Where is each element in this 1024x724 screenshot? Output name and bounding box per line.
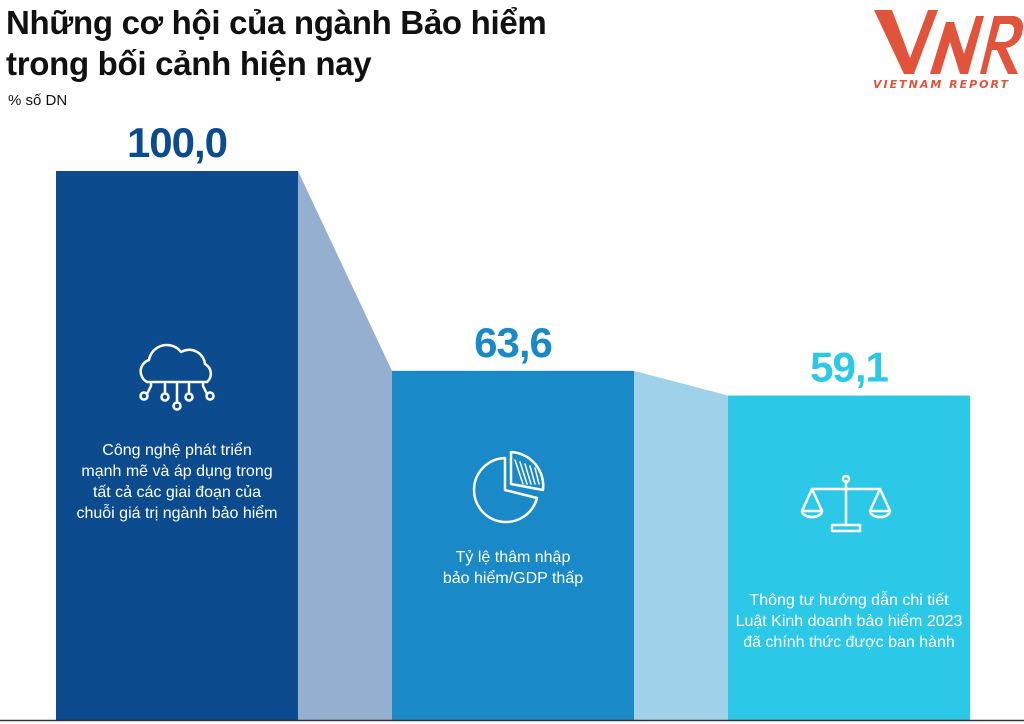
bar-description-line: mạnh mẽ và áp dụng trong — [81, 463, 273, 480]
connector-1 — [298, 171, 392, 720]
vnr-logo-text: VIETNAM REPORT — [873, 78, 1010, 91]
vnr-logo — [874, 10, 1023, 74]
bar-description-line: Tỷ lệ thâm nhập — [455, 549, 571, 566]
pie-chart-icon — [472, 450, 545, 524]
cloud-network-icon — [139, 343, 215, 411]
bar-description-line: chuỗi giá trị ngành bảo hiểm — [76, 505, 278, 522]
bar-description-1: Công nghệ phát triển mạnh mẽ và áp dụng t… — [56, 440, 298, 524]
value-label-3: 59,1 — [810, 344, 888, 391]
bar-2 — [392, 370, 634, 720]
unit-label: % số DN — [8, 92, 68, 109]
value-label-2: 63,6 — [474, 319, 552, 366]
bar-description-2: Tỷ lệ thâm nhập bảo hiểm/GDP thấp — [392, 547, 634, 589]
connector-2 — [634, 370, 728, 720]
bar-description-3: Thông tư hướng dẫn chi tiết Luật Kinh doa… — [728, 590, 970, 653]
title-line-2: trong bối cảnh hiện nay — [6, 45, 372, 82]
bar-description-line: bảo hiểm/GDP thấp — [442, 570, 584, 587]
value-label-1: 100,0 — [127, 119, 227, 166]
bar-description-line: Công nghệ phát triển — [102, 442, 252, 459]
bar-1 — [56, 171, 298, 720]
bar-3 — [728, 395, 970, 720]
bar-description-line: đã chính thức được ban hành — [743, 634, 955, 651]
chart-title: Những cơ hội của ngành Bảo hiểm trong bố… — [6, 2, 706, 84]
bar-description-line: Luật Kinh doanh bảo hiểm 2023 — [735, 613, 963, 630]
bar-description-line: Thông tư hướng dẫn chi tiết — [749, 592, 949, 609]
scales-icon — [800, 474, 892, 533]
title-line-1: Những cơ hội của ngành Bảo hiểm — [6, 4, 547, 41]
bar-description-line: tất cả các giai đoạn của — [92, 484, 262, 501]
